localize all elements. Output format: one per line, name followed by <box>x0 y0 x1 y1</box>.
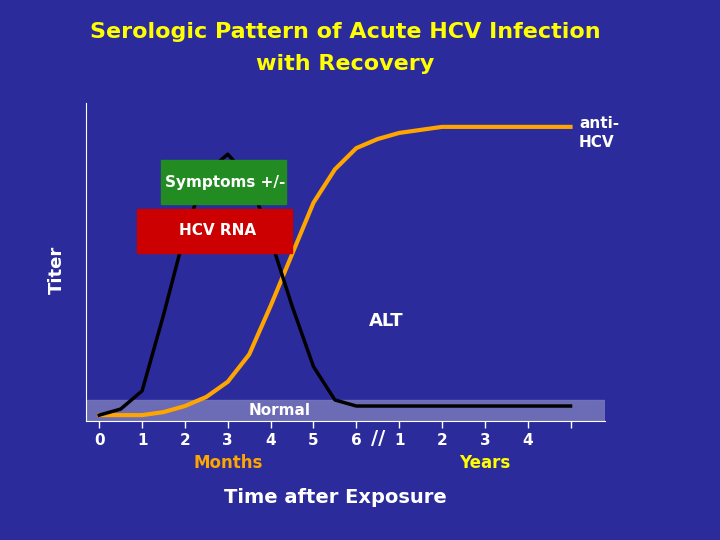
Text: with Recovery: with Recovery <box>256 54 435 74</box>
Text: ALT: ALT <box>369 312 404 330</box>
Text: Months: Months <box>193 454 263 472</box>
Text: Titer: Titer <box>48 245 66 294</box>
Text: Normal: Normal <box>248 403 310 418</box>
Text: HCV RNA: HCV RNA <box>179 224 256 239</box>
Bar <box>86 400 605 421</box>
Text: anti-
HCV: anti- HCV <box>579 116 619 150</box>
Text: Symptoms +/-: Symptoms +/- <box>166 174 286 190</box>
FancyBboxPatch shape <box>161 160 286 204</box>
Text: //: // <box>371 429 385 448</box>
Text: Time after Exposure: Time after Exposure <box>223 488 446 507</box>
Text: Serologic Pattern of Acute HCV Infection: Serologic Pattern of Acute HCV Infection <box>90 22 601 42</box>
FancyBboxPatch shape <box>138 209 292 253</box>
Text: Years: Years <box>459 454 510 472</box>
